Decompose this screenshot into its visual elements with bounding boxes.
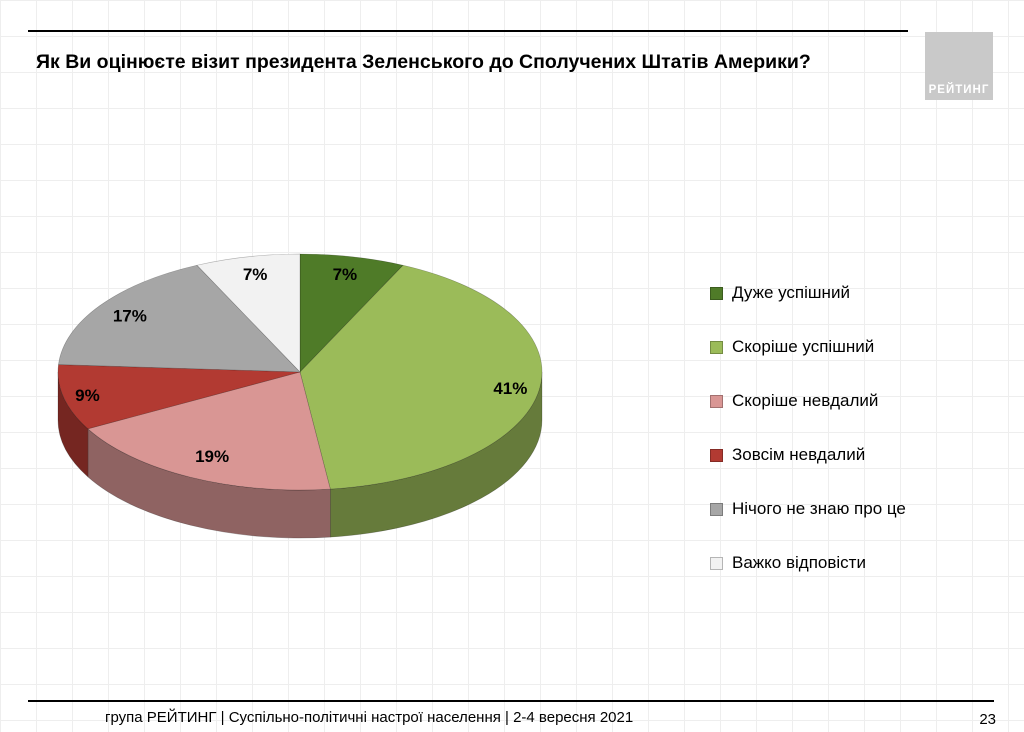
pie-value-label: 7% (243, 265, 268, 284)
legend-item: Нічого не знаю про це (710, 499, 906, 519)
legend-swatch (710, 286, 723, 300)
top-divider (28, 30, 908, 32)
page-title: Як Ви оцінюєте візит президента Зеленськ… (36, 51, 811, 73)
pie-slice (57, 364, 301, 430)
footer-source-text: група РЕЙТИНГ | Суспільно-політичні наст… (105, 709, 634, 726)
pie-slice (299, 253, 404, 373)
chart-legend: Дуже успішний Скоріше успішний Скоріше нев… (710, 283, 906, 607)
legend-item: Важко відповісти (710, 553, 906, 573)
legend-swatch (710, 448, 723, 462)
pie-value-label: 7% (333, 265, 358, 284)
legend-item: Дуже успішний (710, 283, 906, 303)
legend-label: Скоріше невдалий (732, 391, 879, 410)
legend-swatch (710, 340, 723, 354)
legend-item: Скоріше невдалий (710, 391, 906, 411)
pie-value-label: 41% (493, 379, 527, 398)
rating-group-logo: РЕЙТИНГ (925, 32, 993, 100)
bottom-divider (28, 700, 994, 702)
legend-label: Нічого не знаю про це (732, 499, 906, 518)
pie-value-label: 9% (75, 386, 100, 405)
page-number: 23 (979, 711, 996, 728)
pie-slice-side (330, 371, 543, 538)
legend-swatch (710, 394, 723, 408)
rating-group-logo-text: РЕЙТИНГ (928, 84, 990, 96)
pie-value-label: 19% (195, 447, 229, 466)
legend-item: Зовсім невдалий (710, 445, 906, 465)
pie-slice (87, 371, 331, 491)
legend-item: Скоріше успішний (710, 337, 906, 357)
legend-label: Зовсім невдалий (732, 445, 866, 464)
pie-slice (58, 264, 301, 373)
legend-label: Дуже успішний (732, 283, 850, 302)
pie-value-label: 17% (113, 307, 147, 326)
legend-swatch (710, 502, 723, 516)
legend-swatch (710, 556, 723, 570)
legend-label: Важко відповісти (732, 553, 866, 572)
legend-label: Скоріше успішний (732, 337, 875, 356)
pie-slice (299, 264, 543, 490)
pie-slice (196, 253, 301, 373)
